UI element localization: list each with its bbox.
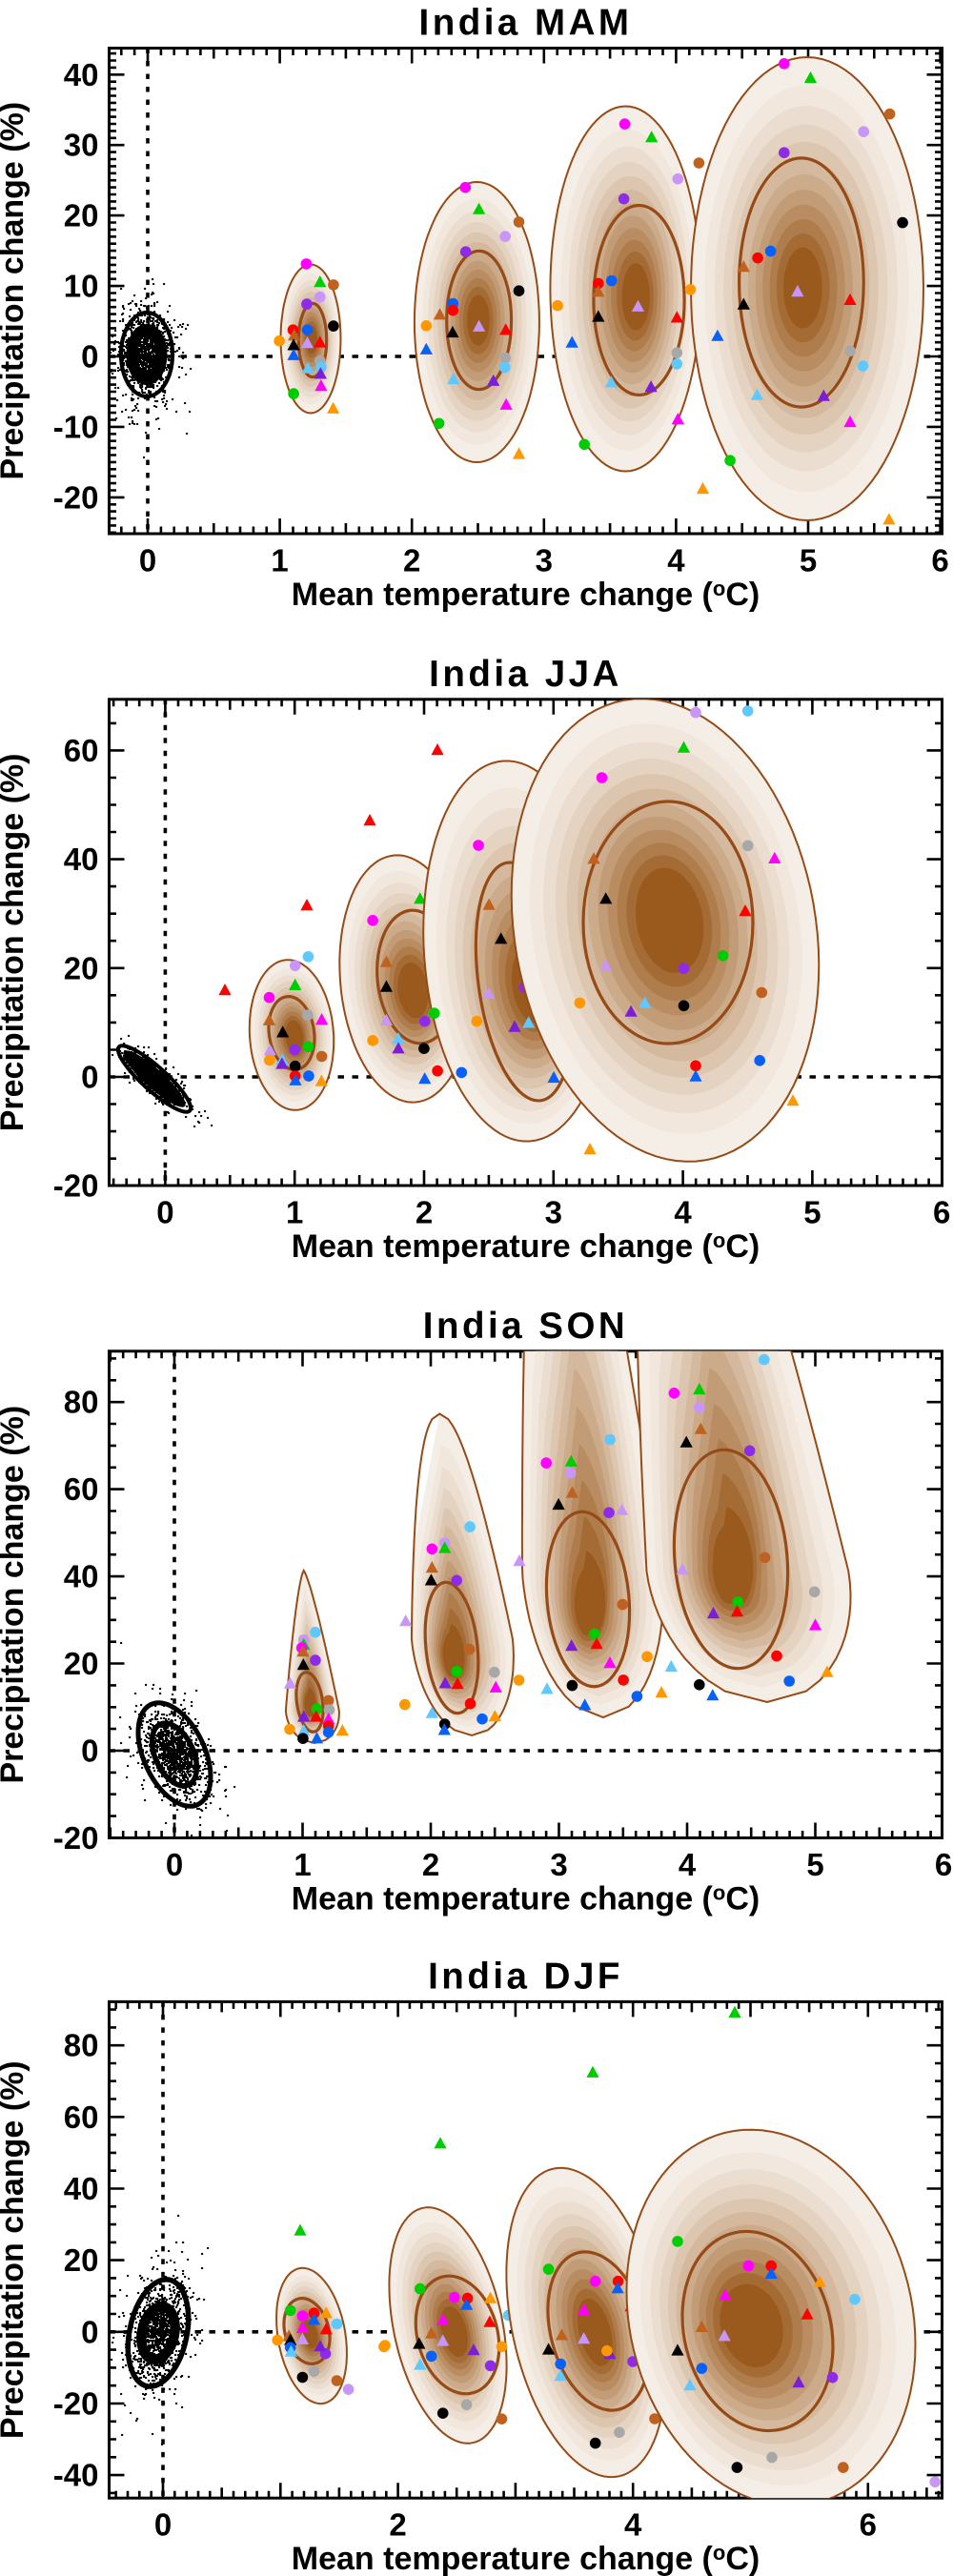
svg-text:Mean temperature change (oC): Mean temperature change (oC): [292, 2541, 760, 2576]
svg-text:6: 6: [931, 543, 948, 578]
svg-text:Precipitation change (%): Precipitation change (%): [0, 1406, 30, 1784]
svg-text:40: 40: [64, 1559, 99, 1594]
svg-text:India JJA: India JJA: [429, 654, 622, 695]
svg-text:5: 5: [806, 1847, 823, 1882]
svg-text:Precipitation change (%): Precipitation change (%): [0, 754, 30, 1132]
svg-text:60: 60: [64, 2099, 99, 2135]
svg-text:6: 6: [935, 1847, 952, 1882]
svg-text:20: 20: [64, 950, 99, 985]
svg-text:-40: -40: [53, 2458, 99, 2493]
svg-text:0: 0: [166, 1847, 183, 1882]
svg-text:0: 0: [139, 543, 156, 578]
svg-text:Mean temperature change (oC): Mean temperature change (oC): [292, 577, 760, 613]
svg-text:5: 5: [800, 543, 817, 578]
svg-text:80: 80: [64, 2028, 99, 2063]
svg-text:-20: -20: [53, 1168, 99, 1204]
svg-text:6: 6: [933, 1195, 950, 1230]
svg-text:Precipitation change (%): Precipitation change (%): [0, 2060, 30, 2439]
svg-text:-10: -10: [53, 409, 99, 444]
svg-text:2: 2: [389, 2507, 406, 2543]
svg-text:-20: -20: [53, 1820, 99, 1856]
svg-text:0: 0: [81, 339, 98, 375]
svg-text:30: 30: [64, 128, 99, 163]
svg-text:10: 10: [64, 269, 99, 304]
svg-text:India SON: India SON: [423, 1306, 628, 1347]
svg-text:-20: -20: [53, 479, 99, 515]
svg-text:2: 2: [403, 543, 420, 578]
svg-text:5: 5: [803, 1195, 821, 1230]
svg-text:40: 40: [64, 842, 99, 877]
svg-text:3: 3: [545, 1195, 562, 1230]
svg-text:20: 20: [64, 2242, 99, 2278]
svg-text:2: 2: [416, 1195, 433, 1230]
svg-text:Mean temperature change (oC): Mean temperature change (oC): [292, 1228, 760, 1265]
svg-text:0: 0: [81, 1060, 98, 1095]
svg-text:-20: -20: [53, 2386, 99, 2422]
svg-text:0: 0: [154, 2507, 172, 2543]
svg-text:60: 60: [64, 733, 99, 768]
svg-text:20: 20: [64, 198, 99, 233]
svg-text:0: 0: [81, 1734, 98, 1769]
svg-text:3: 3: [536, 543, 553, 578]
svg-text:6: 6: [860, 2507, 877, 2543]
svg-text:20: 20: [64, 1646, 99, 1681]
svg-text:4: 4: [679, 1847, 697, 1882]
svg-text:80: 80: [64, 1385, 99, 1420]
svg-text:40: 40: [64, 57, 99, 92]
svg-text:India MAM: India MAM: [419, 3, 633, 44]
svg-text:40: 40: [64, 2171, 99, 2206]
svg-text:Precipitation change (%): Precipitation change (%): [0, 102, 30, 480]
svg-text:0: 0: [81, 2314, 98, 2349]
svg-text:4: 4: [624, 2507, 642, 2543]
svg-text:4: 4: [667, 543, 685, 578]
svg-text:0: 0: [156, 1195, 173, 1230]
svg-text:Mean temperature change (oC): Mean temperature change (oC): [292, 1881, 760, 1917]
svg-text:2: 2: [422, 1847, 439, 1882]
svg-text:3: 3: [550, 1847, 567, 1882]
svg-text:1: 1: [271, 543, 288, 578]
svg-text:1: 1: [294, 1847, 311, 1882]
svg-text:1: 1: [286, 1195, 303, 1230]
svg-text:4: 4: [674, 1195, 692, 1230]
svg-text:India DJF: India DJF: [428, 1956, 623, 1997]
svg-text:60: 60: [64, 1471, 99, 1507]
